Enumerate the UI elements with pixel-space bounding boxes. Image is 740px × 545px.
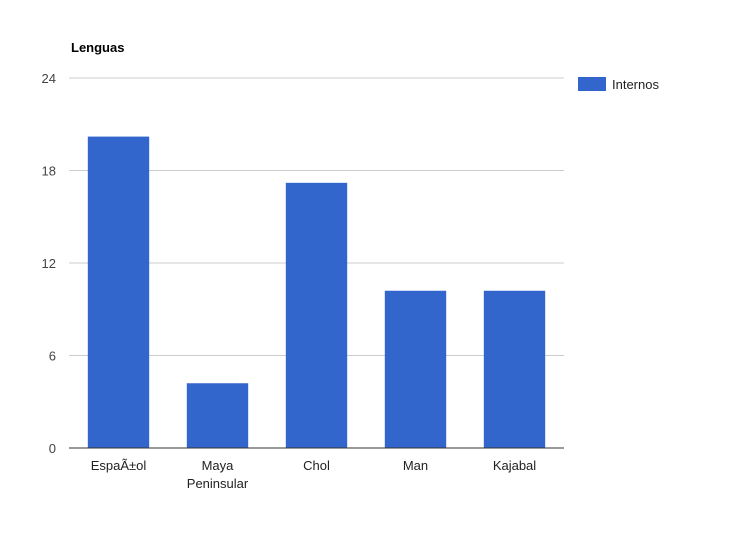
legend-label-internos: Internos xyxy=(612,77,659,92)
x-category-label: Peninsular xyxy=(187,476,249,491)
y-tick-label: 24 xyxy=(42,71,56,86)
x-category-label: Man xyxy=(403,458,428,473)
x-category-label: EspaÃ±ol xyxy=(91,458,147,473)
x-category-label: Kajabal xyxy=(493,458,536,473)
x-category-label: Maya xyxy=(202,458,235,473)
x-axis-category-labels: EspaÃ±ol Maya Peninsular Chol Man Kajabal xyxy=(91,458,537,491)
bar xyxy=(87,136,150,449)
bar xyxy=(186,383,249,448)
chart-title: Lenguas xyxy=(71,40,124,55)
y-tick-label: 18 xyxy=(42,164,56,179)
bars xyxy=(87,136,546,449)
bar xyxy=(285,182,348,449)
y-axis-tick-labels: 0 6 12 18 24 xyxy=(42,71,56,456)
bar xyxy=(384,290,447,448)
bar xyxy=(483,290,546,448)
y-tick-label: 12 xyxy=(42,256,56,271)
y-tick-label: 0 xyxy=(49,441,56,456)
legend: Internos xyxy=(578,77,659,92)
y-tick-label: 6 xyxy=(49,349,56,364)
legend-swatch-internos xyxy=(578,77,606,91)
x-category-label: Chol xyxy=(303,458,330,473)
